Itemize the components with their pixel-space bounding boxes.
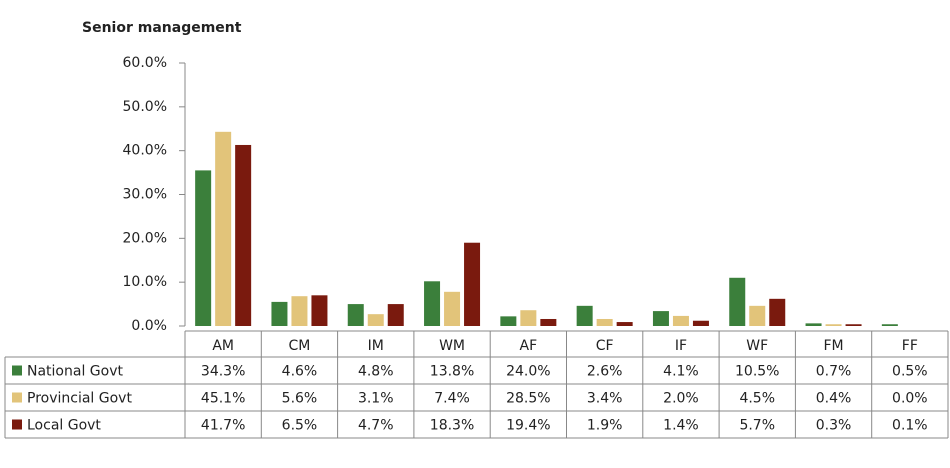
x-tick-label: FM — [823, 338, 843, 354]
table-cell: 0.1% — [892, 418, 928, 434]
table-cell: 2.0% — [663, 391, 699, 407]
legend-swatch — [12, 365, 22, 376]
bar — [215, 131, 232, 326]
y-tick-label: 10.0% — [123, 274, 167, 290]
bar — [235, 144, 252, 326]
y-tick-label: 30.0% — [123, 187, 167, 203]
x-tick-label: CM — [289, 338, 311, 354]
table-cell: 4.8% — [358, 364, 394, 380]
bar — [576, 305, 593, 326]
table-cell: 4.7% — [358, 418, 394, 434]
bar — [729, 277, 746, 326]
table-cell: 4.5% — [739, 391, 775, 407]
x-tick-label: AF — [520, 338, 538, 354]
table-cell: 4.6% — [282, 364, 318, 380]
table-cell: 1.4% — [663, 418, 699, 434]
bar — [540, 318, 557, 326]
bar — [464, 242, 481, 326]
bar — [692, 320, 709, 326]
y-tick-label: 60.0% — [123, 55, 167, 71]
table-cell: 34.3% — [201, 364, 245, 380]
bar — [596, 318, 613, 326]
bar — [271, 301, 288, 326]
y-tick-label: 20.0% — [123, 230, 167, 246]
bar — [845, 324, 862, 326]
bar — [500, 316, 517, 326]
y-tick-label: 40.0% — [123, 143, 167, 159]
table-cell: 45.1% — [201, 391, 245, 407]
bar — [769, 298, 786, 326]
bar — [825, 324, 842, 326]
x-tick-label: CF — [596, 338, 614, 354]
legend-swatch — [12, 419, 22, 430]
table-cell: 3.4% — [587, 391, 623, 407]
bar — [520, 310, 537, 326]
x-tick-label: IM — [368, 338, 384, 354]
bar — [805, 323, 822, 326]
bar — [881, 324, 898, 326]
table-cell: 0.4% — [816, 391, 852, 407]
table-cell: 24.0% — [506, 364, 550, 380]
table-cell: 0.0% — [892, 391, 928, 407]
table-cell: 0.3% — [816, 418, 852, 434]
bar — [672, 315, 689, 326]
bar — [195, 170, 212, 326]
table-cell: 19.4% — [506, 418, 550, 434]
table-cell: 41.7% — [201, 418, 245, 434]
table-cell: 6.5% — [282, 418, 318, 434]
x-tick-label: FF — [902, 338, 918, 354]
bar — [387, 304, 404, 326]
x-tick-label: WM — [439, 338, 465, 354]
y-tick-label: 50.0% — [123, 99, 167, 115]
table-cell: 7.4% — [434, 391, 470, 407]
y-tick-label: 0.0% — [131, 318, 167, 334]
x-tick-label: AM — [212, 338, 234, 354]
legend-label: Local Govt — [27, 418, 101, 434]
table-cell: 10.5% — [735, 364, 779, 380]
table-cell: 5.7% — [739, 418, 775, 434]
x-tick-label: IF — [675, 338, 687, 354]
legend-swatch — [12, 392, 22, 403]
table-cell: 2.6% — [587, 364, 623, 380]
legend-label: National Govt — [27, 364, 123, 380]
table-cell: 4.1% — [663, 364, 699, 380]
bar — [291, 296, 308, 326]
x-tick-label: WF — [746, 338, 768, 354]
table-cell: 5.6% — [282, 391, 318, 407]
bar — [424, 281, 441, 326]
table-cell: 0.5% — [892, 364, 928, 380]
bar — [367, 314, 384, 326]
bar — [616, 322, 633, 326]
bar — [444, 291, 461, 326]
legend-label: Provincial Govt — [27, 391, 132, 407]
table-cell: 28.5% — [506, 391, 550, 407]
table-cell: 1.9% — [587, 418, 623, 434]
bar — [311, 295, 328, 326]
chart-title: Senior management — [82, 20, 242, 36]
table-cell: 3.1% — [358, 391, 394, 407]
bar — [749, 305, 766, 326]
table-cell: 18.3% — [430, 418, 474, 434]
bar — [347, 304, 364, 326]
table-cell: 13.8% — [430, 364, 474, 380]
table-cell: 0.7% — [816, 364, 852, 380]
bar — [652, 311, 669, 326]
